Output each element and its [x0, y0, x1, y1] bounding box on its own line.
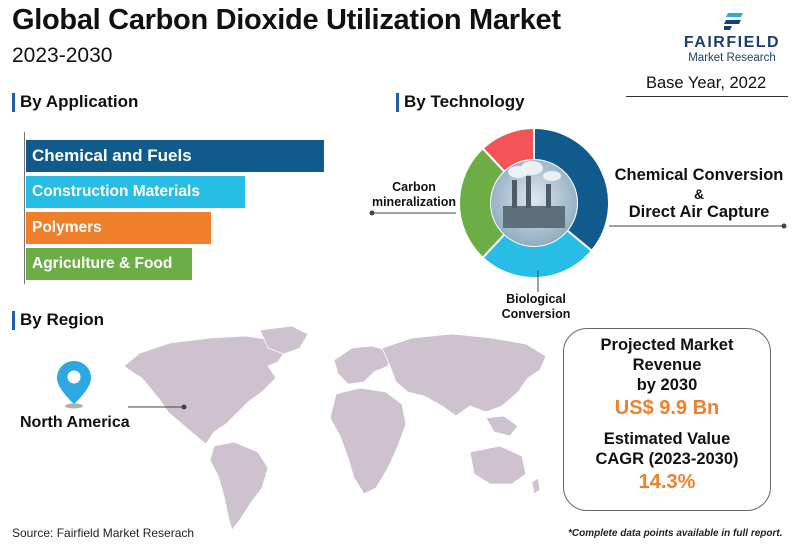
projection-label-line3: by 2030 [636, 376, 698, 394]
application-bar-label-0: Chemical and Fuels [32, 146, 192, 165]
application-bar-label-2: Polymers [32, 219, 102, 236]
map-south-america [209, 441, 269, 531]
projected-revenue-value: US$ 9.9 Bn [614, 397, 720, 419]
section-title-region: By Region [12, 310, 104, 330]
projection-label-line2: Revenue [632, 356, 702, 374]
application-bar-3: Agriculture & Food [26, 248, 192, 280]
map-greenland [259, 325, 309, 355]
map-north-america [123, 335, 287, 445]
application-bar-label-3: Agriculture & Food [32, 255, 173, 272]
page-subtitle: 2023-2030 [12, 44, 113, 67]
logo-name: FAIRFIELD [683, 34, 781, 51]
technology-callout-lines [369, 210, 787, 292]
location-pin-icon [57, 361, 91, 409]
map-new-zealand [531, 477, 541, 495]
map-asia [381, 333, 547, 417]
section-title-application: By Application [12, 92, 138, 112]
application-bar-1: Construction Materials [26, 176, 245, 208]
tech-label-chemical-conversion: Chemical Conversion & Direct Air Capture [614, 166, 784, 221]
tech-label-biological-conversion: Biological Conversion [501, 292, 571, 321]
north-america-callout [128, 404, 187, 410]
map-africa [329, 387, 407, 495]
application-axis-line [24, 132, 25, 284]
world-map-continents [123, 325, 547, 531]
projection-label-line1: Projected Market [600, 336, 734, 354]
map-australia [469, 445, 527, 485]
base-year-underline [626, 96, 788, 97]
tech-label-carbon-mineralization: Carbon mineralization [371, 180, 457, 209]
projection-box: Projected Market Revenue by 2030 US$ 9.9… [563, 328, 771, 511]
section-title-technology: By Technology [396, 92, 525, 112]
application-bar-2: Polymers [26, 212, 212, 244]
logo-mark-icon [724, 13, 743, 30]
footnote: *Complete data points available in full … [568, 528, 783, 539]
cagr-value: 14.3% [638, 471, 696, 493]
map-europe [333, 345, 393, 385]
source-note: Source: Fairfield Market Reserach [12, 526, 195, 540]
cagr-label-line1: Estimated Value [603, 430, 731, 448]
map-southeast-asia [485, 415, 519, 437]
region-label-north-america: North America [20, 414, 130, 431]
page-title: Global Carbon Dioxide Utilization Market [12, 4, 561, 36]
application-bar-0: Chemical and Fuels [26, 140, 324, 172]
factory-center-image [491, 160, 577, 246]
base-year: Base Year, 2022 [646, 74, 767, 92]
cagr-label-line2: CAGR (2023-2030) [595, 450, 739, 468]
application-bar-label-1: Construction Materials [32, 183, 200, 200]
logo-tagline: Market Research [688, 52, 776, 64]
fairfield-logo: FAIRFIELD Market Research [668, 10, 796, 64]
